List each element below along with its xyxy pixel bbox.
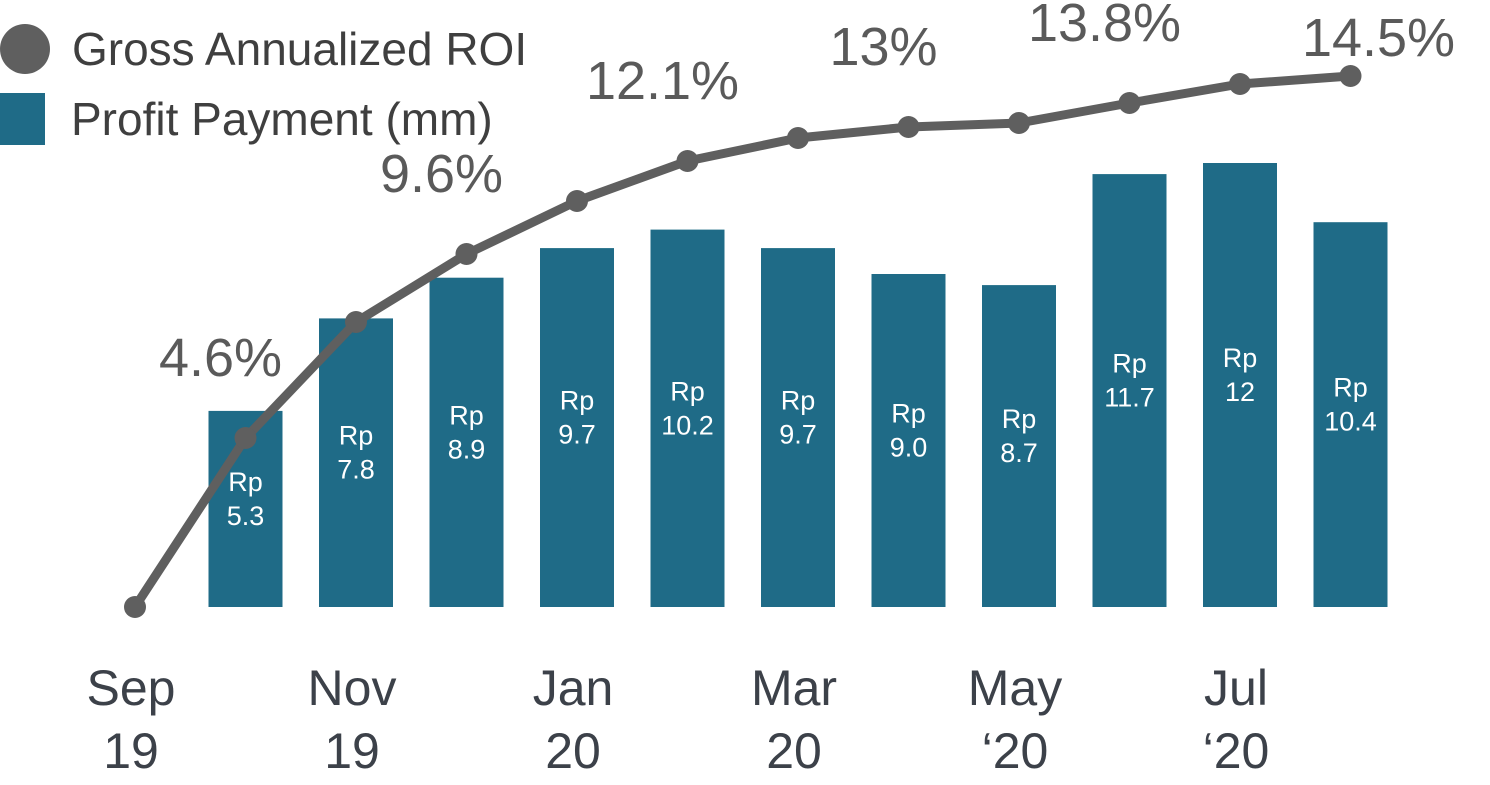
bar-4 (540, 248, 614, 607)
bar-9 (1092, 174, 1167, 607)
roi-point-1 (234, 427, 257, 449)
tick-label-line2-3: 20 (766, 723, 822, 779)
bar-3 (429, 277, 504, 607)
bar-series (208, 163, 1388, 607)
bar-label-line2-7: 9.0 (890, 433, 928, 463)
bar-data-labels: Rp 5.3 Rp 7.8 Rp 8.9 Rp 9.7 Rp 10.2 Rp 9.7 Rp 9.0 Rp 8.… (227, 343, 1377, 531)
tick-label-line1-1: Nov (308, 660, 397, 716)
bar-label-line1-6: Rp (781, 386, 816, 416)
tick-label-line1-3: Mar (751, 660, 837, 716)
bar-11 (1313, 222, 1388, 607)
x-axis-tick-labels: Sep 19 Nov 19 Jan 20 Mar 20 May ‘20 Jul ‘20 (87, 660, 1270, 779)
bar-label-line1-4: Rp (560, 386, 595, 416)
roi-point-5 (676, 150, 699, 172)
bar-label-line2-2: 7.8 (337, 455, 375, 485)
bar-label-line1-11: Rp (1333, 373, 1368, 403)
bar-label-line2-8: 8.7 (1000, 438, 1038, 468)
bar-label-line1-2: Rp (339, 421, 374, 451)
bar-label-line2-4: 9.7 (558, 420, 596, 450)
tick-label-line2-1: 19 (324, 723, 380, 779)
bar-label-line1-5: Rp (670, 376, 705, 406)
tick-label-line2-5: ‘20 (1203, 723, 1270, 779)
bar-label-line1-9: Rp (1112, 349, 1147, 379)
bar-5 (650, 229, 725, 607)
roi-point-3 (455, 243, 478, 265)
roi-point-7 (897, 116, 920, 138)
bar-8 (982, 285, 1056, 607)
roi-point-0 (124, 596, 146, 618)
legend-entry-profit: Profit Payment (mm) (0, 84, 527, 154)
roi-point-9 (1118, 92, 1141, 114)
bar-label-line2-5: 10.2 (661, 410, 714, 440)
roi-point-6 (787, 127, 809, 149)
roi-label-9: 13.8% (1028, 0, 1181, 53)
roi-label-1: 4.6% (159, 328, 282, 388)
tick-label-line1-0: Sep (87, 660, 176, 716)
bar-label-line2-6: 9.7 (779, 420, 817, 450)
legend: Gross Annualized ROI Profit Payment (mm) (0, 14, 527, 154)
bar-label-line1-1: Rp (228, 467, 263, 497)
legend-label-roi: Gross Annualized ROI (72, 23, 528, 75)
bar-7 (871, 274, 946, 607)
tick-label-line2-2: 20 (545, 723, 601, 779)
bar-label-line2-10: 12 (1225, 377, 1255, 407)
roi-point-11 (1339, 65, 1362, 87)
bar-label-line2-11: 10.4 (1324, 407, 1377, 437)
roi-point-10 (1229, 73, 1251, 95)
bar-2 (319, 318, 393, 607)
line-series (124, 65, 1362, 618)
tick-label-line1-5: Jul (1204, 660, 1268, 716)
roi-line (131, 71, 1351, 610)
tick-label-line2-4: ‘20 (982, 723, 1049, 779)
legend-circle-marker (0, 24, 50, 74)
legend-entry-roi: Gross Annualized ROI (0, 14, 527, 84)
line-data-labels: 4.6% 9.6% 12.1% 13% 13.8% 14.5% (159, 0, 1455, 388)
roi-point-4 (566, 190, 588, 212)
bar-label-line1-3: Rp (449, 400, 484, 430)
roi-label-3: 9.6% (380, 144, 503, 204)
tick-label-line1-2: Jan (533, 660, 614, 716)
bar-6 (761, 248, 835, 607)
roi-label-7: 13% (829, 17, 937, 77)
bar-label-line1-8: Rp (1002, 404, 1037, 434)
bar-label-line1-7: Rp (891, 399, 926, 429)
legend-square-marker (0, 93, 45, 145)
tick-label-line2-0: 19 (103, 723, 159, 779)
legend-label-profit: Profit Payment (mm) (71, 93, 493, 145)
roi-point-2 (345, 311, 367, 333)
bar-label-line2-9: 11.7 (1104, 383, 1155, 413)
bar-label-line2-3: 8.9 (448, 434, 486, 464)
bar-label-line2-1: 5.3 (227, 501, 265, 531)
roi-label-11: 14.5% (1302, 8, 1455, 68)
roi-point-8 (1008, 112, 1030, 134)
bar-label-line1-10: Rp (1223, 343, 1258, 373)
bar-10 (1203, 163, 1277, 607)
roi-label-5: 12.1% (586, 51, 739, 111)
tick-label-line1-4: May (968, 660, 1062, 716)
